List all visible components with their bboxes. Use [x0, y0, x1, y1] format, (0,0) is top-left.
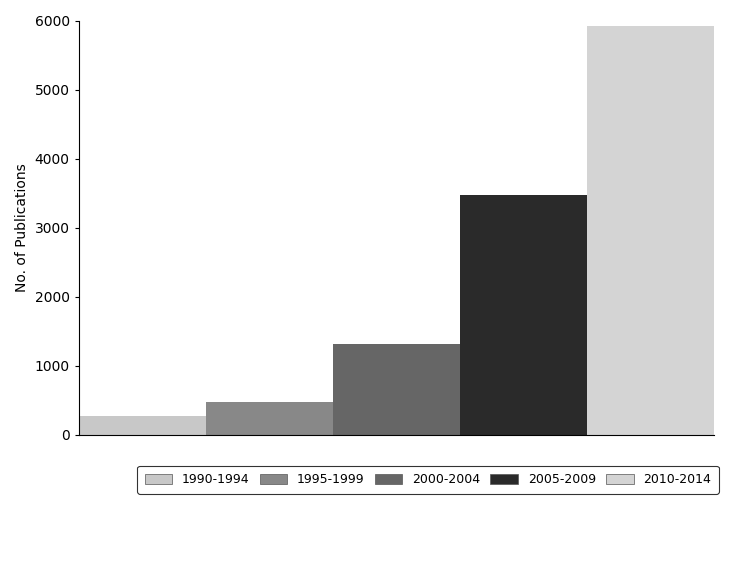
Bar	[333, 344, 460, 435]
Bar	[587, 26, 714, 435]
Y-axis label: No. of Publications: No. of Publications	[15, 163, 29, 292]
Bar	[79, 416, 206, 435]
Bar	[206, 401, 333, 435]
Bar	[460, 194, 587, 435]
Legend: 1990-1994, 1995-1999, 2000-2004, 2005-2009, 2010-2014: 1990-1994, 1995-1999, 2000-2004, 2005-20…	[137, 466, 719, 494]
